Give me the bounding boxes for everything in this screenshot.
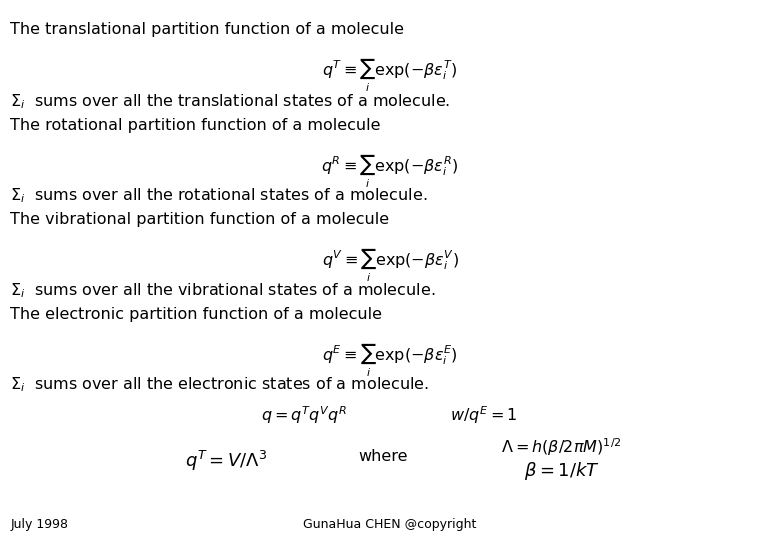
Text: $w/q^E = 1$: $w/q^E = 1$ [450, 404, 517, 426]
Text: The translational partition function of a molecule: The translational partition function of … [10, 22, 404, 37]
Text: July 1998: July 1998 [10, 518, 68, 531]
Text: $q^T \equiv \sum_i\mathrm{exp}(-\beta\varepsilon_i^T)$: $q^T \equiv \sum_i\mathrm{exp}(-\beta\va… [322, 57, 458, 94]
Text: The rotational partition function of a molecule: The rotational partition function of a m… [10, 118, 381, 133]
Text: $q = q^T q^V q^R$: $q = q^T q^V q^R$ [261, 404, 347, 426]
Text: $\Sigma_i$  sums over all the translational states of a molecule.: $\Sigma_i$ sums over all the translation… [10, 92, 451, 111]
Text: $q^R \equiv \sum_i\mathrm{exp}(-\beta\varepsilon_i^R)$: $q^R \equiv \sum_i\mathrm{exp}(-\beta\va… [321, 152, 459, 190]
Text: $\beta = 1/kT$: $\beta = 1/kT$ [523, 460, 600, 482]
Text: The electronic partition function of a molecule: The electronic partition function of a m… [10, 307, 382, 322]
Text: $\Sigma_i$  sums over all the vibrational states of a molecule.: $\Sigma_i$ sums over all the vibrational… [10, 281, 435, 300]
Text: where: where [359, 449, 408, 464]
Text: The vibrational partition function of a molecule: The vibrational partition function of a … [10, 212, 389, 227]
Text: $\Sigma_i$  sums over all the rotational states of a molecule.: $\Sigma_i$ sums over all the rotational … [10, 186, 427, 205]
Text: GunaHua CHEN @copyright: GunaHua CHEN @copyright [303, 518, 477, 531]
Text: $q^T = V/\Lambda^3$: $q^T = V/\Lambda^3$ [185, 449, 268, 474]
Text: $q^E \equiv \sum_i\mathrm{exp}(-\beta\varepsilon_i^E)$: $q^E \equiv \sum_i\mathrm{exp}(-\beta\va… [322, 341, 458, 379]
Text: $\Sigma_i$  sums over all the electronic states of a molecule.: $\Sigma_i$ sums over all the electronic … [10, 375, 429, 394]
Text: $\Lambda = h(\beta/2\pi M)^{1/2}$: $\Lambda = h(\beta/2\pi M)^{1/2}$ [502, 436, 622, 458]
Text: $q^V \equiv \sum_i\mathrm{exp}(-\beta\varepsilon_i^V)$: $q^V \equiv \sum_i\mathrm{exp}(-\beta\va… [321, 247, 459, 284]
